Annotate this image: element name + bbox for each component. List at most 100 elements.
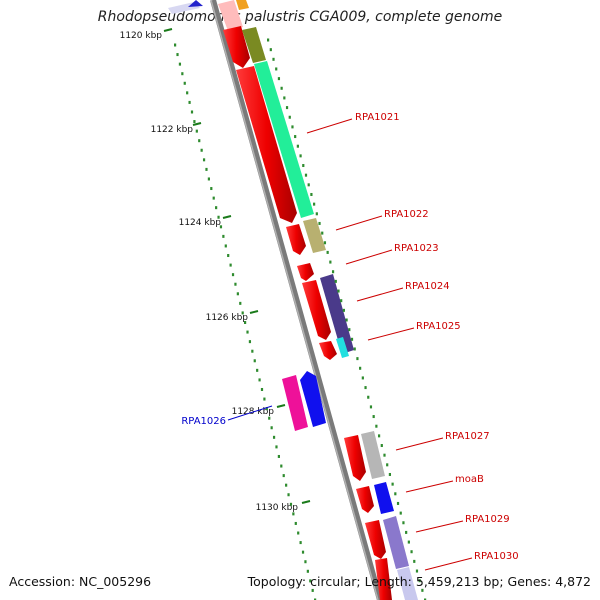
gene-label[interactable]: RPA1027 <box>445 431 490 442</box>
minor-tick <box>212 196 215 200</box>
minor-tick <box>263 397 266 401</box>
tick-mark <box>192 122 202 126</box>
minor-tick <box>421 588 424 592</box>
minor-tick <box>210 187 213 191</box>
minor-tick <box>282 474 285 478</box>
gene-rpa1025-red <box>319 341 337 360</box>
gene-label[interactable]: RPA1030 <box>474 551 519 562</box>
minor-tick <box>205 167 208 171</box>
genome-backbone <box>210 0 383 600</box>
gene-top-red <box>223 26 250 68</box>
minor-tick <box>309 579 312 583</box>
minor-tick <box>239 301 242 305</box>
gene-label[interactable]: RPA1025 <box>416 321 461 332</box>
minor-tick <box>424 598 427 600</box>
gene-olive <box>242 27 266 63</box>
minor-tick <box>181 72 184 76</box>
minor-tick <box>299 154 302 158</box>
minor-tick <box>193 120 196 124</box>
minor-tick <box>331 270 335 274</box>
minor-tick <box>318 221 321 225</box>
minor-tick <box>294 521 297 525</box>
minor-tick <box>369 405 373 409</box>
minor-tick <box>297 531 300 535</box>
minor-tick <box>248 340 252 344</box>
minor-tick <box>415 569 419 573</box>
gene-label[interactable]: RPA1023 <box>394 243 439 254</box>
minor-tick <box>234 282 237 286</box>
minor-tick <box>383 453 386 457</box>
minor-tick <box>367 395 370 399</box>
gene-faded-orange <box>236 0 249 10</box>
gene-rpa1021-red <box>236 66 297 223</box>
minor-tick <box>265 407 268 411</box>
minor-tick <box>219 225 223 229</box>
minor-tick <box>413 559 416 563</box>
minor-tick <box>287 493 290 497</box>
minor-tick <box>190 110 194 114</box>
gene-rpa1023-red <box>297 263 314 281</box>
gene-moab-blue <box>374 482 394 514</box>
minor-tick <box>270 426 273 430</box>
minor-tick <box>321 231 324 235</box>
minor-tick <box>307 183 310 187</box>
minor-tick <box>183 81 186 85</box>
minor-tick <box>253 359 256 363</box>
minor-tick <box>340 299 343 303</box>
minor-tick <box>342 308 345 312</box>
gene-small-blue <box>188 0 203 7</box>
minor-tick <box>275 67 278 71</box>
minor-tick <box>361 376 364 380</box>
minor-tick <box>246 330 249 334</box>
minor-tick <box>222 234 225 238</box>
minor-tick <box>326 250 329 254</box>
map-title: Rhodopseudomonas palustris CGA009, compl… <box>97 9 503 25</box>
minor-tick <box>256 368 259 372</box>
gene-callout-line <box>335 215 383 231</box>
gene-label[interactable]: RPA1024 <box>405 281 450 292</box>
minor-tick <box>372 415 375 419</box>
minor-tick <box>304 560 307 564</box>
minor-tick <box>231 273 235 277</box>
minor-tick <box>236 292 239 296</box>
tick-label: 1120 kbp <box>120 31 163 41</box>
minor-tick <box>174 43 177 47</box>
minor-tick <box>258 378 261 382</box>
tick-mark <box>301 500 311 504</box>
minor-tick <box>285 483 288 487</box>
minor-tick <box>304 173 308 177</box>
minor-tick <box>215 206 218 210</box>
minor-tick <box>299 541 302 545</box>
minor-tick <box>272 435 276 439</box>
minor-tick <box>350 337 354 341</box>
tick-label: 1126 kbp <box>206 313 249 323</box>
gene-moab-red <box>356 486 374 513</box>
gene-label[interactable]: RPA1021 <box>355 112 400 123</box>
gene-label[interactable]: RPA1022 <box>384 209 429 220</box>
minor-tick <box>399 511 402 515</box>
minor-tick <box>227 254 230 258</box>
minor-tick <box>224 244 227 248</box>
gene-rpa1022-khaki <box>303 218 326 253</box>
minor-tick <box>188 100 191 104</box>
gene-rpa1027-red <box>344 435 366 481</box>
gene-rpa1030-lavender <box>397 567 418 600</box>
tick-mark <box>163 28 173 32</box>
minor-tick <box>375 424 378 428</box>
gene-label[interactable]: RPA1026 <box>181 416 226 427</box>
minor-tick <box>200 148 203 152</box>
gene-label[interactable]: RPA1029 <box>465 514 510 525</box>
minor-tick <box>391 482 394 486</box>
minor-tick <box>280 86 283 90</box>
minor-tick <box>418 579 421 583</box>
minor-tick <box>296 144 299 148</box>
minor-tick <box>386 463 389 467</box>
minor-tick <box>186 91 189 95</box>
minor-tick <box>364 386 367 390</box>
minor-tick <box>388 472 392 476</box>
minor-tick <box>356 357 359 361</box>
minor-tick <box>301 550 305 554</box>
gene-label[interactable]: moaB <box>455 474 484 485</box>
gene-callout-line <box>345 249 393 265</box>
minor-tick <box>315 212 318 216</box>
